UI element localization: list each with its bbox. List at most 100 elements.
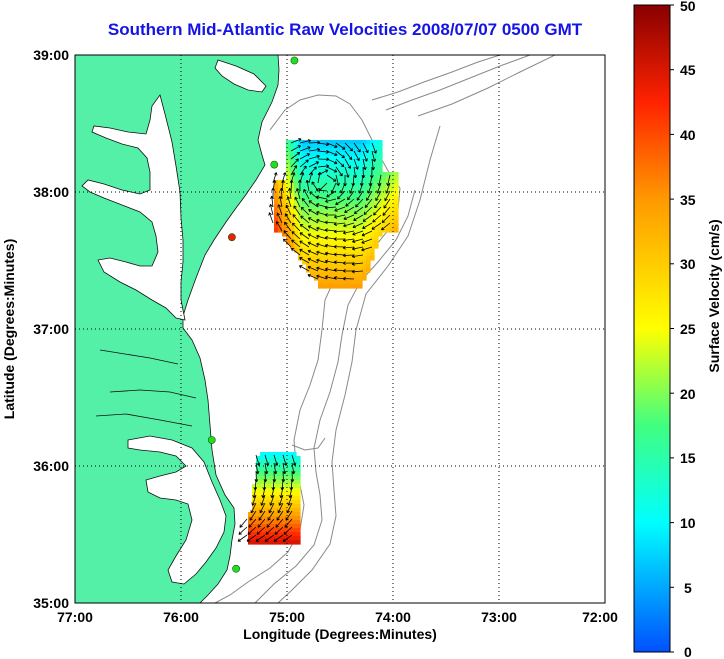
velocity-cell bbox=[334, 248, 339, 253]
velocity-cell bbox=[386, 196, 391, 201]
velocity-cell bbox=[292, 468, 297, 473]
velocity-vector bbox=[249, 510, 257, 521]
velocity-cell bbox=[314, 184, 319, 189]
velocity-cell bbox=[292, 508, 297, 513]
velocity-vector bbox=[326, 190, 337, 198]
velocity-cell bbox=[302, 228, 307, 233]
velocity-vector bbox=[383, 198, 391, 209]
velocity-cell bbox=[358, 264, 363, 269]
velocity-cell bbox=[382, 192, 387, 197]
velocity-cell bbox=[326, 172, 331, 177]
velocity-cell bbox=[370, 184, 375, 189]
velocity-vector bbox=[248, 518, 257, 528]
velocity-cell bbox=[334, 164, 339, 169]
velocity-cell bbox=[284, 464, 289, 469]
velocity-cell bbox=[374, 168, 379, 173]
velocity-cell bbox=[268, 540, 273, 545]
colorbar-tick-label: 10 bbox=[680, 515, 696, 531]
velocity-cell bbox=[378, 232, 383, 237]
velocity-cell bbox=[338, 240, 343, 245]
velocity-cell bbox=[330, 232, 335, 237]
velocity-cell bbox=[318, 256, 323, 261]
velocity-cell bbox=[310, 264, 315, 269]
velocity-cell bbox=[290, 236, 295, 241]
velocity-cell bbox=[362, 244, 367, 249]
velocity-cell bbox=[342, 272, 347, 277]
velocity-cell bbox=[298, 252, 303, 257]
velocity-vector bbox=[335, 158, 345, 168]
velocity-cell bbox=[394, 184, 399, 189]
velocity-cell bbox=[286, 160, 291, 165]
colorbar-tick-label: 30 bbox=[680, 256, 696, 272]
velocity-cell bbox=[390, 192, 395, 197]
velocity-cell bbox=[278, 212, 283, 217]
velocity-cell bbox=[362, 268, 367, 273]
velocity-cell bbox=[290, 184, 295, 189]
velocity-vector bbox=[300, 206, 310, 216]
velocity-cell bbox=[318, 252, 323, 257]
velocity-vector bbox=[345, 198, 355, 207]
velocity-vector bbox=[366, 190, 373, 201]
velocity-cell bbox=[280, 508, 285, 513]
velocity-cell bbox=[264, 500, 269, 505]
velocity-cell bbox=[318, 152, 323, 157]
velocity-cell bbox=[302, 160, 307, 165]
velocity-cell bbox=[310, 252, 315, 257]
velocity-cell bbox=[378, 160, 383, 165]
velocity-cell bbox=[382, 224, 387, 229]
velocity-cell bbox=[322, 140, 327, 145]
velocity-cell bbox=[350, 224, 355, 229]
velocity-cell bbox=[330, 180, 335, 185]
velocity-cell bbox=[272, 500, 277, 505]
velocity-cell bbox=[314, 168, 319, 173]
velocity-vector bbox=[344, 150, 353, 161]
velocity-cell bbox=[362, 264, 367, 269]
velocity-cell bbox=[292, 488, 297, 493]
velocity-cell bbox=[278, 200, 283, 205]
velocity-cell bbox=[276, 500, 281, 505]
x-tick-label: 76:00 bbox=[163, 609, 199, 625]
velocity-cell bbox=[342, 148, 347, 153]
velocity-cell bbox=[334, 232, 339, 237]
velocity-cell bbox=[284, 476, 289, 481]
velocity-cell bbox=[374, 220, 379, 225]
velocity-vector bbox=[292, 214, 301, 224]
velocity-cell bbox=[264, 496, 269, 501]
velocity-vector bbox=[299, 159, 309, 168]
velocity-vector bbox=[290, 145, 301, 152]
velocity-cell bbox=[390, 204, 395, 209]
velocity-cell bbox=[334, 192, 339, 197]
velocity-cell bbox=[264, 520, 269, 525]
velocity-cell bbox=[370, 212, 375, 217]
velocity-cell bbox=[362, 216, 367, 221]
velocity-cell bbox=[298, 220, 303, 225]
velocity-vector bbox=[268, 502, 275, 514]
velocity-cell bbox=[366, 192, 371, 197]
velocity-vector bbox=[335, 150, 345, 159]
velocity-cell bbox=[334, 188, 339, 193]
velocity-vector bbox=[333, 229, 346, 234]
velocity-cell bbox=[326, 208, 331, 213]
station-marker-active bbox=[207, 436, 216, 444]
velocity-cell bbox=[358, 140, 363, 145]
velocity-cell bbox=[386, 228, 391, 233]
velocity-vector bbox=[361, 230, 373, 237]
velocity-cell bbox=[374, 216, 379, 221]
velocity-cell bbox=[306, 148, 311, 153]
velocity-vector bbox=[277, 204, 283, 216]
velocity-vector bbox=[324, 213, 337, 217]
velocity-cell bbox=[334, 224, 339, 229]
velocity-cell bbox=[264, 512, 269, 517]
velocity-cell bbox=[354, 220, 359, 225]
velocity-cell bbox=[374, 144, 379, 149]
velocity-cell bbox=[318, 184, 323, 189]
velocity-cell bbox=[358, 260, 363, 265]
velocity-vector bbox=[375, 190, 382, 202]
velocity-cell bbox=[268, 492, 273, 497]
velocity-cell bbox=[292, 516, 297, 521]
velocity-vector bbox=[277, 502, 284, 514]
velocity-vector bbox=[334, 206, 346, 212]
velocity-cell bbox=[294, 220, 299, 225]
velocity-cell bbox=[330, 140, 335, 145]
velocity-cell bbox=[366, 140, 371, 145]
